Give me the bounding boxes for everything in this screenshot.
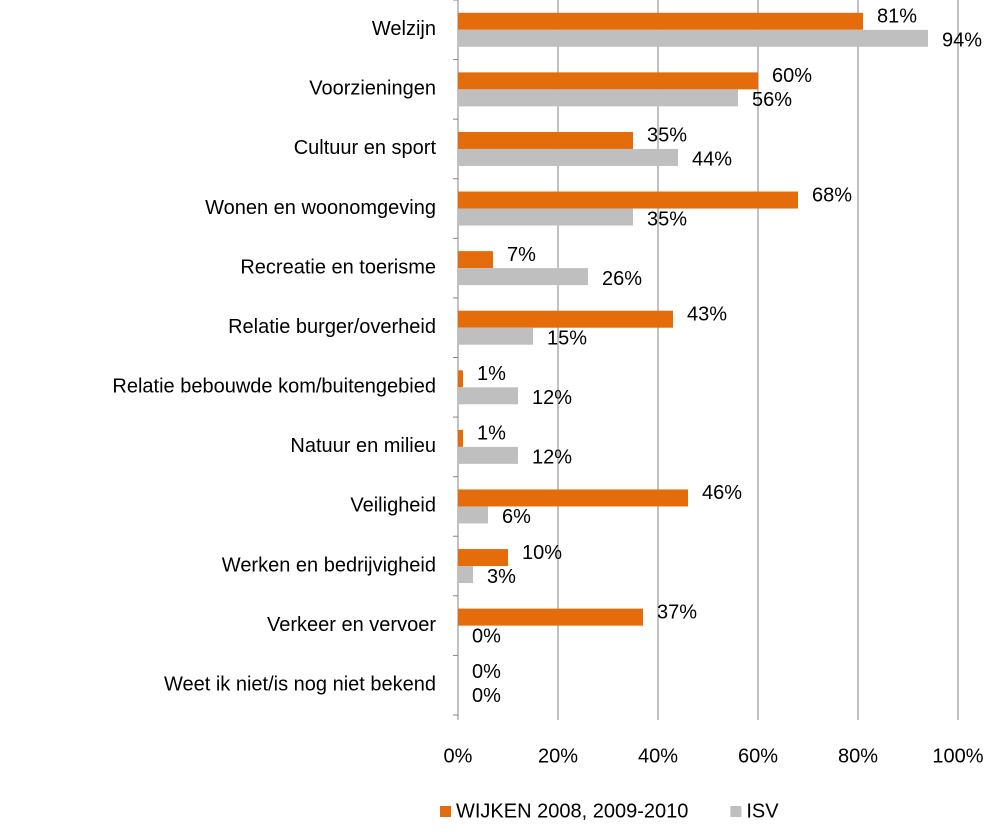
value-label: 12%	[532, 447, 572, 469]
legend-swatch	[440, 806, 451, 817]
bar	[458, 89, 738, 107]
value-label: 68%	[812, 184, 852, 206]
legend-swatch	[730, 806, 742, 817]
value-label: 6%	[502, 506, 531, 528]
y-tick-label: Werken en bedrijvigheid	[222, 554, 436, 576]
bar	[458, 251, 493, 269]
bar	[458, 29, 928, 47]
y-tick-label: Cultuur en sport	[294, 137, 437, 159]
x-tick-label: 80%	[838, 745, 878, 767]
bar	[458, 268, 588, 286]
bar	[458, 310, 673, 328]
bar	[458, 131, 633, 149]
value-label: 26%	[602, 268, 642, 290]
value-label: 94%	[942, 30, 982, 52]
value-label: 44%	[692, 149, 732, 171]
value-label: 46%	[702, 482, 742, 504]
y-tick-label: Relatie burger/overheid	[228, 316, 436, 338]
value-label: 60%	[772, 65, 812, 87]
value-label: 12%	[532, 387, 572, 409]
value-label: 35%	[647, 208, 687, 230]
bar	[458, 429, 463, 447]
y-tick-label: Welzijn	[372, 18, 436, 40]
x-tick-label: 100%	[932, 745, 983, 767]
legend-label: ISV	[746, 800, 779, 822]
bar	[458, 489, 688, 507]
value-label: 81%	[877, 6, 917, 28]
y-tick-label: Natuur en milieu	[290, 435, 436, 457]
value-label: 56%	[752, 89, 792, 111]
value-label: 0%	[472, 661, 501, 683]
x-tick-label: 20%	[538, 745, 578, 767]
value-label: 0%	[472, 685, 501, 707]
value-label: 43%	[687, 303, 727, 325]
bar	[458, 370, 463, 388]
value-label: 3%	[487, 566, 516, 588]
y-tick-label: Relatie bebouwde kom/buitengebied	[112, 376, 436, 398]
x-tick-label: 0%	[444, 745, 473, 767]
y-tick-label: Veiligheid	[350, 495, 436, 517]
bar	[458, 191, 798, 209]
y-tick-label: Wonen en woonomgeving	[205, 197, 436, 219]
bar	[458, 566, 473, 584]
bar	[458, 148, 678, 166]
x-tick-label: 60%	[738, 745, 778, 767]
bar	[458, 72, 758, 90]
value-label: 15%	[547, 327, 587, 349]
bar	[458, 506, 488, 524]
y-tick-label: Weet ik niet/is nog niet bekend	[164, 673, 436, 695]
value-label: 7%	[507, 244, 536, 266]
bar	[458, 208, 633, 226]
bar	[458, 387, 518, 405]
value-label: 1%	[477, 363, 506, 385]
value-label: 10%	[522, 542, 562, 564]
value-label: 35%	[647, 125, 687, 147]
y-tick-label: Voorzieningen	[309, 78, 436, 100]
bar	[458, 608, 643, 626]
bar	[458, 549, 508, 567]
x-tick-label: 40%	[638, 745, 678, 767]
value-label: 37%	[657, 601, 697, 623]
legend-label: WIJKEN 2008, 2009-2010	[456, 800, 688, 822]
bar	[458, 12, 863, 30]
value-label: 0%	[472, 625, 501, 647]
y-tick-label: Verkeer en vervoer	[267, 614, 436, 636]
bar	[458, 327, 533, 345]
y-tick-label: Recreatie en toerisme	[240, 256, 436, 278]
bar	[458, 446, 518, 464]
value-label: 1%	[477, 423, 506, 445]
